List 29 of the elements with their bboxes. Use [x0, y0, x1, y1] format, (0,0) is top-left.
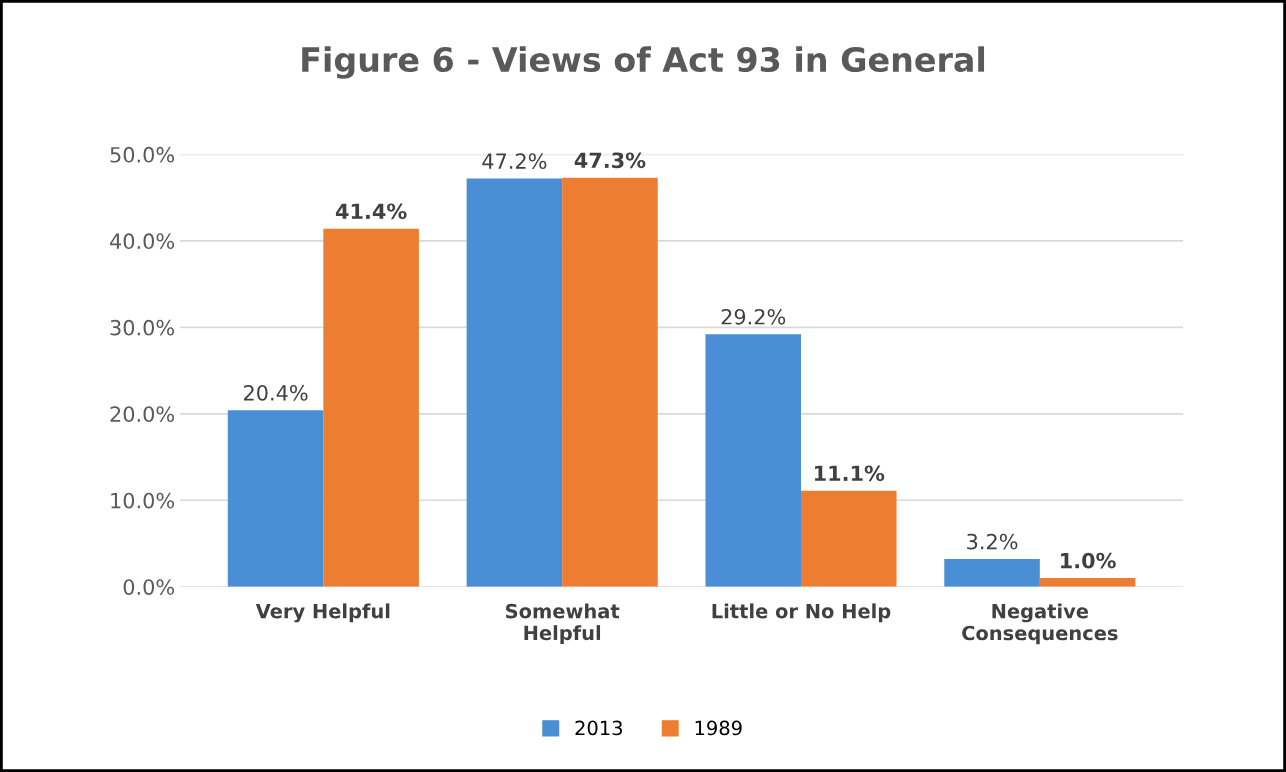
x-tick-label: Very Helpful: [255, 603, 390, 623]
data-label: 20.4%: [244, 384, 308, 401]
data-label: 1.0%: [1061, 552, 1116, 569]
bar: [944, 559, 1040, 587]
bar: [800, 490, 897, 587]
bar: [562, 177, 658, 587]
x-tick-label: Little or No Help: [712, 603, 891, 623]
data-label: 11.1%: [814, 465, 885, 482]
y-tick-label: 30.0%: [110, 319, 175, 336]
data-label: 29.2%: [721, 308, 786, 325]
bar: [466, 178, 563, 587]
bar: [1039, 578, 1136, 587]
y-tick-label: 40.0%: [110, 233, 175, 250]
data-label: 47.3%: [574, 152, 646, 169]
data-label: 47.2%: [482, 153, 547, 170]
legend-label: 2013: [575, 720, 622, 736]
bar: [227, 410, 324, 587]
data-label: 41.4%: [335, 203, 407, 220]
bar: [323, 228, 419, 587]
y-tick-label: 50.0%: [110, 146, 175, 163]
chart-title: Figure 6 - Views of Act 93 in General: [302, 46, 985, 79]
x-tick-label: Negative Consequences: [962, 603, 1118, 645]
legend-label: 1989: [695, 720, 742, 736]
data-label: 3.2%: [967, 533, 1018, 550]
bar: [705, 334, 801, 587]
y-tick-label: 10.0%: [111, 492, 175, 509]
y-tick-label: 20.0%: [110, 406, 175, 422]
y-tick-label: 0.0%: [123, 579, 175, 595]
x-tick-label: Somewhat Helpful: [506, 603, 620, 644]
